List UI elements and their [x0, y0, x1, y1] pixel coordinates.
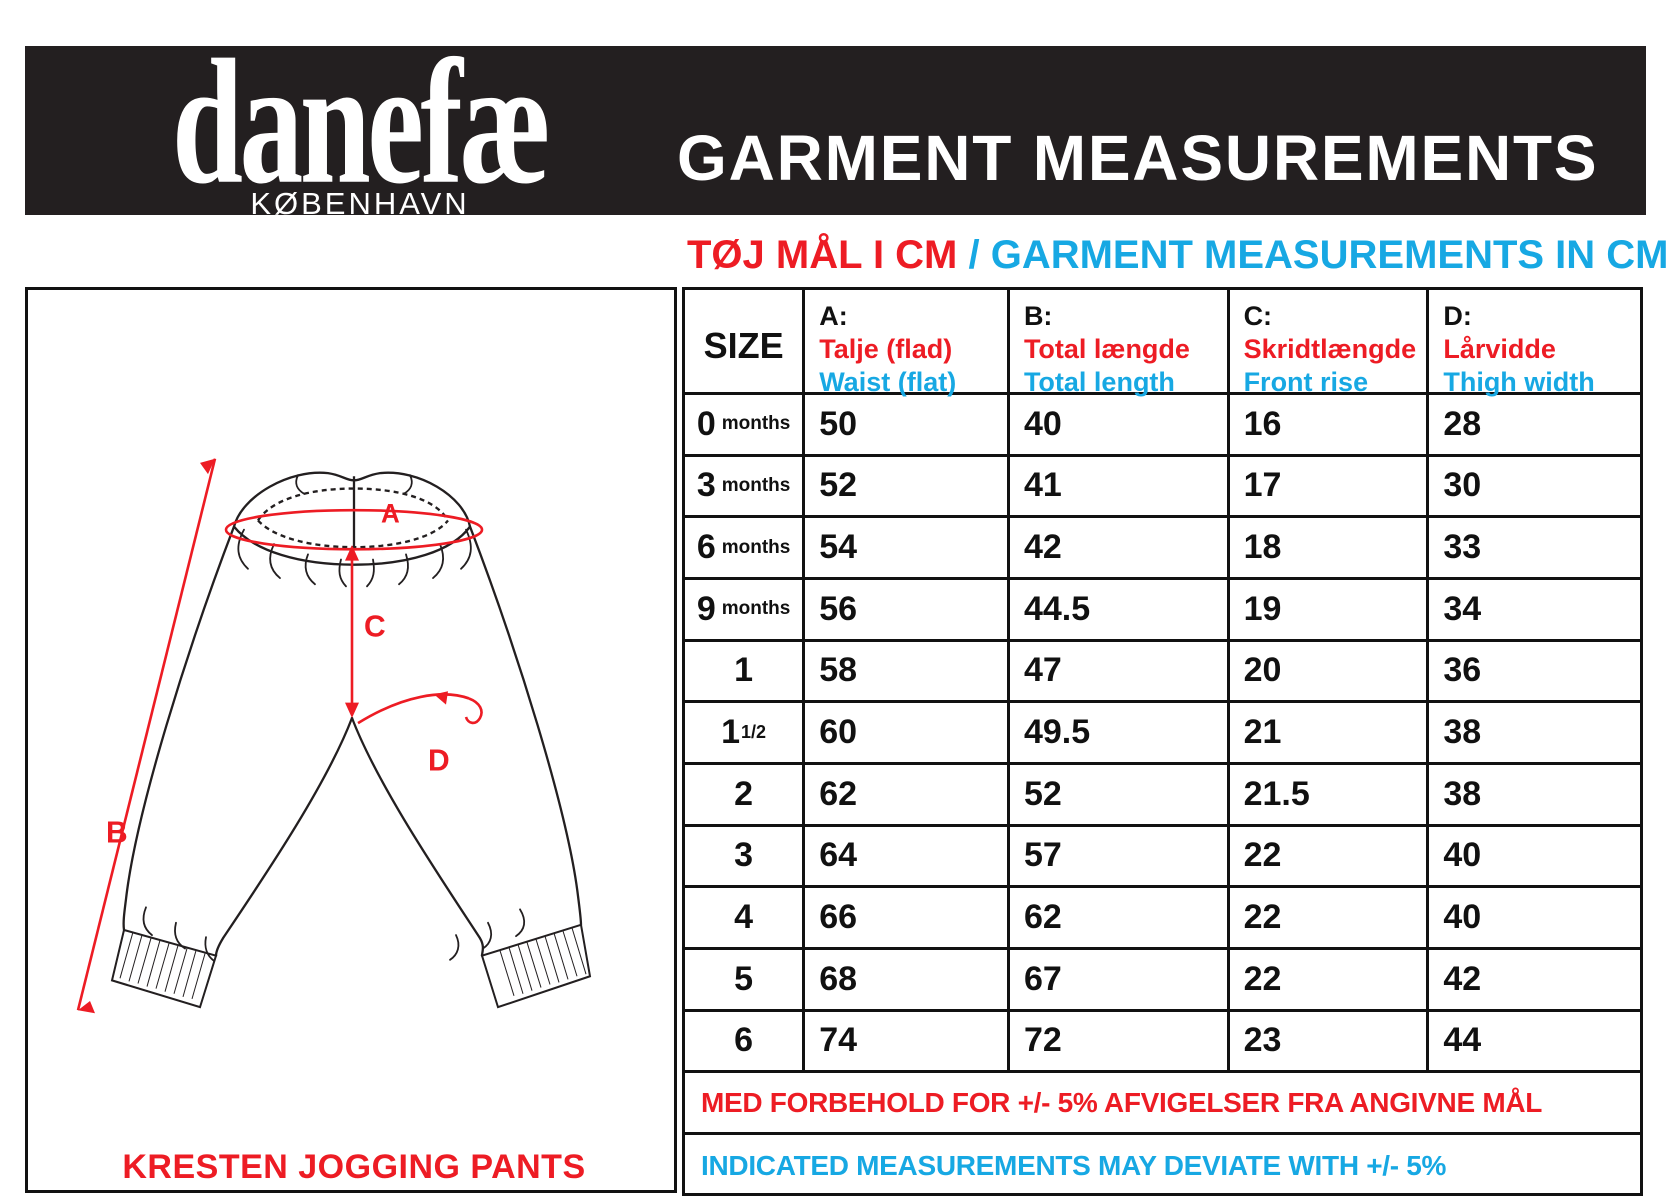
svg-text:B: B [106, 815, 128, 849]
svg-text:A: A [381, 498, 400, 528]
svg-text:D: D [428, 743, 450, 777]
svg-text:C: C [364, 609, 386, 643]
